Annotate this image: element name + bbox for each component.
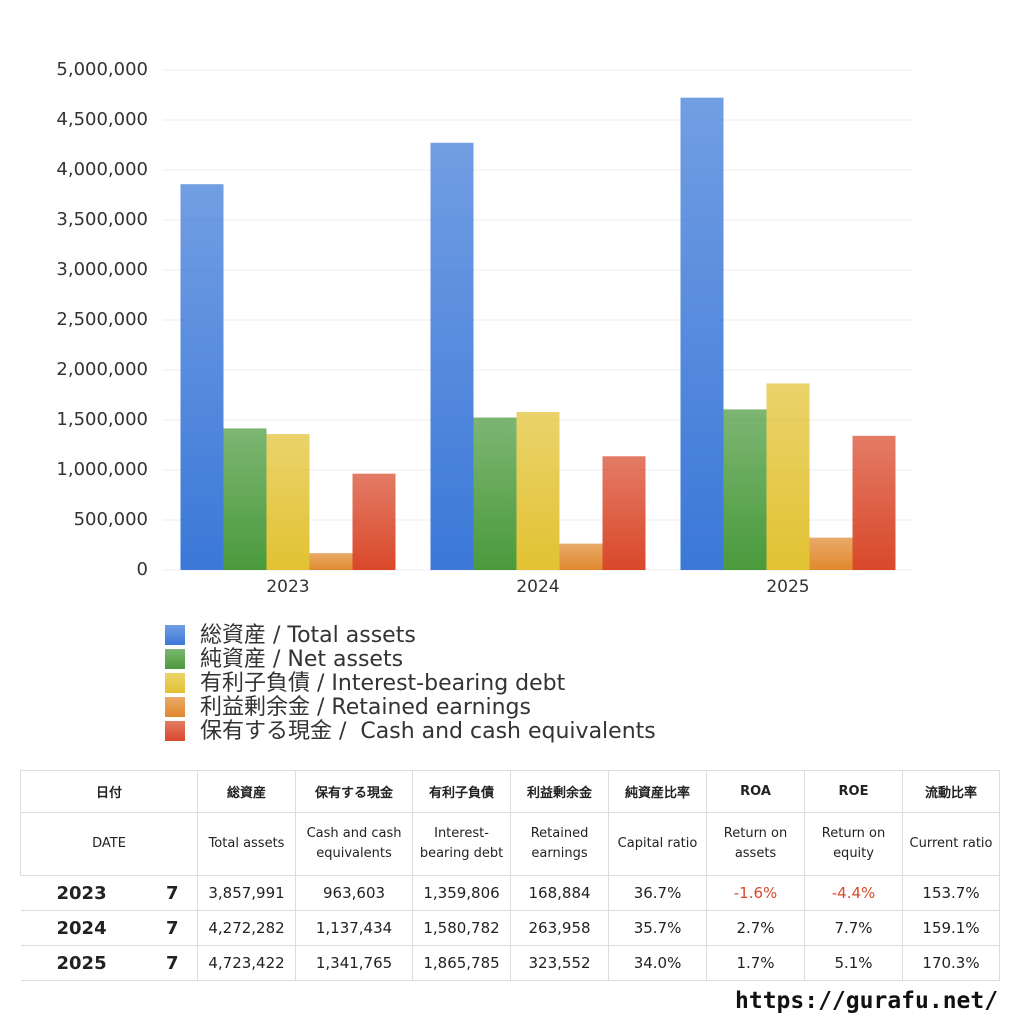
bar — [766, 383, 810, 570]
header-cell: 流動比率 — [902, 770, 1001, 813]
data-cell: 4,272,282 — [197, 910, 297, 946]
header-cell: Cash and cash equivalents — [295, 812, 414, 876]
y-tick-label: 2,000,000 — [56, 359, 148, 380]
header-cell: 保有する現金 — [295, 770, 414, 813]
bar — [723, 409, 767, 570]
data-cell: 2024 — [20, 910, 148, 946]
bar — [680, 97, 724, 570]
data-cell: 3,857,991 — [197, 875, 297, 911]
data-cell: 1,580,782 — [412, 910, 512, 946]
bar — [430, 142, 474, 571]
legend-swatch — [165, 649, 185, 669]
y-tick-label: 3,000,000 — [56, 259, 148, 280]
legend-label: 純資産 / Net assets — [200, 647, 403, 672]
data-cell: 159.1% — [902, 910, 1001, 946]
bar — [223, 428, 267, 570]
data-cell: -4.4% — [804, 875, 904, 911]
header-cell: Capital ratio — [608, 812, 708, 876]
data-cell: -1.6% — [706, 875, 806, 911]
data-cell: 170.3% — [902, 945, 1001, 981]
data-cell: 263,958 — [510, 910, 610, 946]
y-tick-label: 1,500,000 — [56, 409, 148, 430]
data-cell: 1.7% — [706, 945, 806, 981]
bar — [180, 184, 224, 570]
header-cell: Total assets — [197, 812, 297, 876]
chart: 0 500,000 1,000,000 1,500,000 2,000,000 2,500… — [56, 59, 913, 744]
header-cell: 利益剰余金 — [510, 770, 610, 813]
y-tick-label: 3,500,000 — [56, 209, 148, 230]
data-cell: 7 — [147, 945, 198, 981]
y-tick-label: 0 — [137, 559, 148, 580]
header-cell: ROE — [804, 770, 904, 813]
bar — [852, 435, 896, 570]
data-cell: 2025 — [20, 945, 148, 981]
data-cell: 2.7% — [706, 910, 806, 946]
data-cell: 1,341,765 — [295, 945, 414, 981]
header-cell: 総資産 — [197, 770, 297, 813]
bar — [559, 543, 603, 570]
data-cell: 2023 — [20, 875, 148, 911]
bar — [352, 473, 396, 570]
bar — [809, 537, 853, 570]
data-cell: 323,552 — [510, 945, 610, 981]
y-tick-label: 1,000,000 — [56, 459, 148, 480]
data-cell: 7 — [147, 875, 198, 911]
data-cell: 35.7% — [608, 910, 708, 946]
header-cell: ROA — [706, 770, 806, 813]
data-cell: 153.7% — [902, 875, 1001, 911]
y-tick-label: 4,500,000 — [56, 109, 148, 130]
y-tick-label: 5,000,000 — [56, 59, 148, 80]
header-cell: 純資産比率 — [608, 770, 708, 813]
y-tick-label: 2,500,000 — [56, 309, 148, 330]
data-cell: 168,884 — [510, 875, 610, 911]
bar — [602, 456, 646, 570]
x-tick-label: 2025 — [766, 577, 809, 597]
bar — [516, 411, 560, 570]
data-row: 2025 7 4,723,422 1,341,765 1,865,785 323,552 3… — [20, 945, 1001, 981]
legend-label: 有利子負債 / Interest-bearing debt — [200, 671, 566, 696]
x-tick-label: 2024 — [516, 577, 559, 597]
header-cell: 日付 — [19, 770, 199, 813]
data-cell: 963,603 — [295, 875, 414, 911]
data-cell: 1,865,785 — [412, 945, 512, 981]
data-cell: 1,359,806 — [412, 875, 512, 911]
legend-label: 総資産 / Total assets — [200, 623, 416, 648]
bar — [473, 417, 517, 570]
header-cell: Retained earnings — [510, 812, 610, 876]
legend-swatch — [165, 625, 185, 645]
data-cell: 7.7% — [804, 910, 904, 946]
site-url: https://gurafu.net/ — [735, 988, 999, 1014]
header-cell: Interest-bearing debt — [412, 812, 512, 876]
header-cell: 有利子負債 — [412, 770, 512, 813]
legend-label: 保有する現金 / Cash and cash equivalents — [200, 719, 656, 744]
header-row: DATE Total assets Cash and cash equivalent… — [19, 812, 1001, 876]
data-cell: 5.1% — [804, 945, 904, 981]
x-tick-label: 2023 — [266, 577, 309, 597]
bar — [309, 553, 353, 570]
header-cell: Return on equity — [804, 812, 904, 876]
data-table: 日付 総資産 保有する現金 有利子負債 利益剰余金 純資産比率 ROA ROE 流動比率 DATE… — [19, 770, 1001, 981]
bar — [266, 434, 310, 570]
legend-swatch — [165, 697, 185, 717]
header-row: 日付 総資産 保有する現金 有利子負債 利益剰余金 純資産比率 ROA ROE 流動比率 — [19, 770, 1001, 813]
y-tick-label: 4,000,000 — [56, 159, 148, 180]
data-cell: 1,137,434 — [295, 910, 414, 946]
legend-swatch — [165, 721, 185, 741]
legend-label: 利益剰余金 / Retained earnings — [200, 695, 531, 720]
data-row: 2023 7 3,857,991 963,603 1,359,806 168,884 36.… — [20, 875, 1001, 911]
data-cell: 34.0% — [608, 945, 708, 981]
data-row: 2024 7 4,272,282 1,137,434 1,580,782 263,958 3… — [20, 910, 1001, 946]
y-tick-label: 500,000 — [74, 509, 148, 530]
data-cell: 7 — [147, 910, 198, 946]
data-cell: 36.7% — [608, 875, 708, 911]
data-cell: 4,723,422 — [197, 945, 297, 981]
header-cell: DATE — [19, 812, 199, 876]
header-cell: Current ratio — [902, 812, 1001, 876]
legend-swatch — [165, 673, 185, 693]
header-cell: Return on assets — [706, 812, 806, 876]
